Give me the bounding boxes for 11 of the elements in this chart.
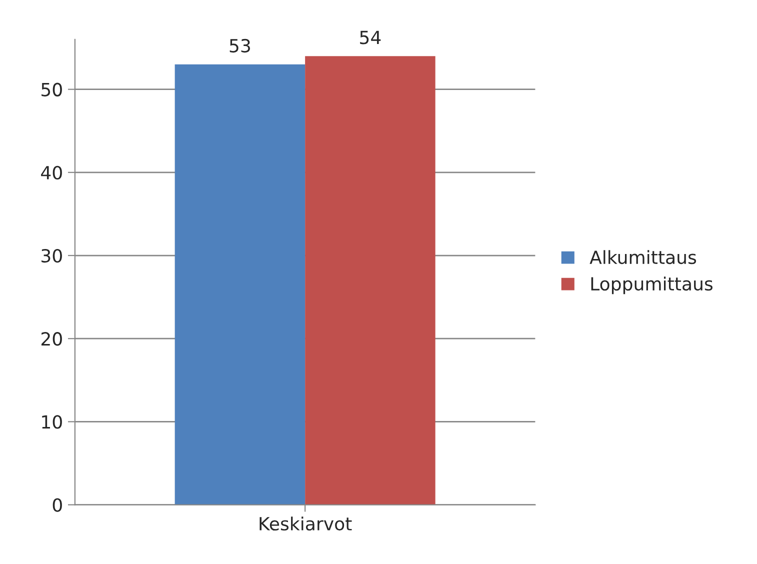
- data-label: 54: [360, 30, 381, 44]
- data-label: 53: [230, 38, 250, 53]
- y-tick-label: 0: [52, 498, 62, 512]
- y-tick-label: 30: [42, 248, 62, 263]
- y-tick-label: 50: [42, 82, 62, 96]
- legend-label: Alkumittaus: [590, 250, 696, 264]
- x-tick-label: Keskiarvot: [260, 516, 352, 531]
- legend-label: Loppumittaus: [591, 276, 712, 294]
- y-tick-label: 40: [41, 166, 62, 180]
- y-tick-label: 20: [41, 332, 62, 346]
- y-tick-label: 10: [42, 415, 62, 429]
